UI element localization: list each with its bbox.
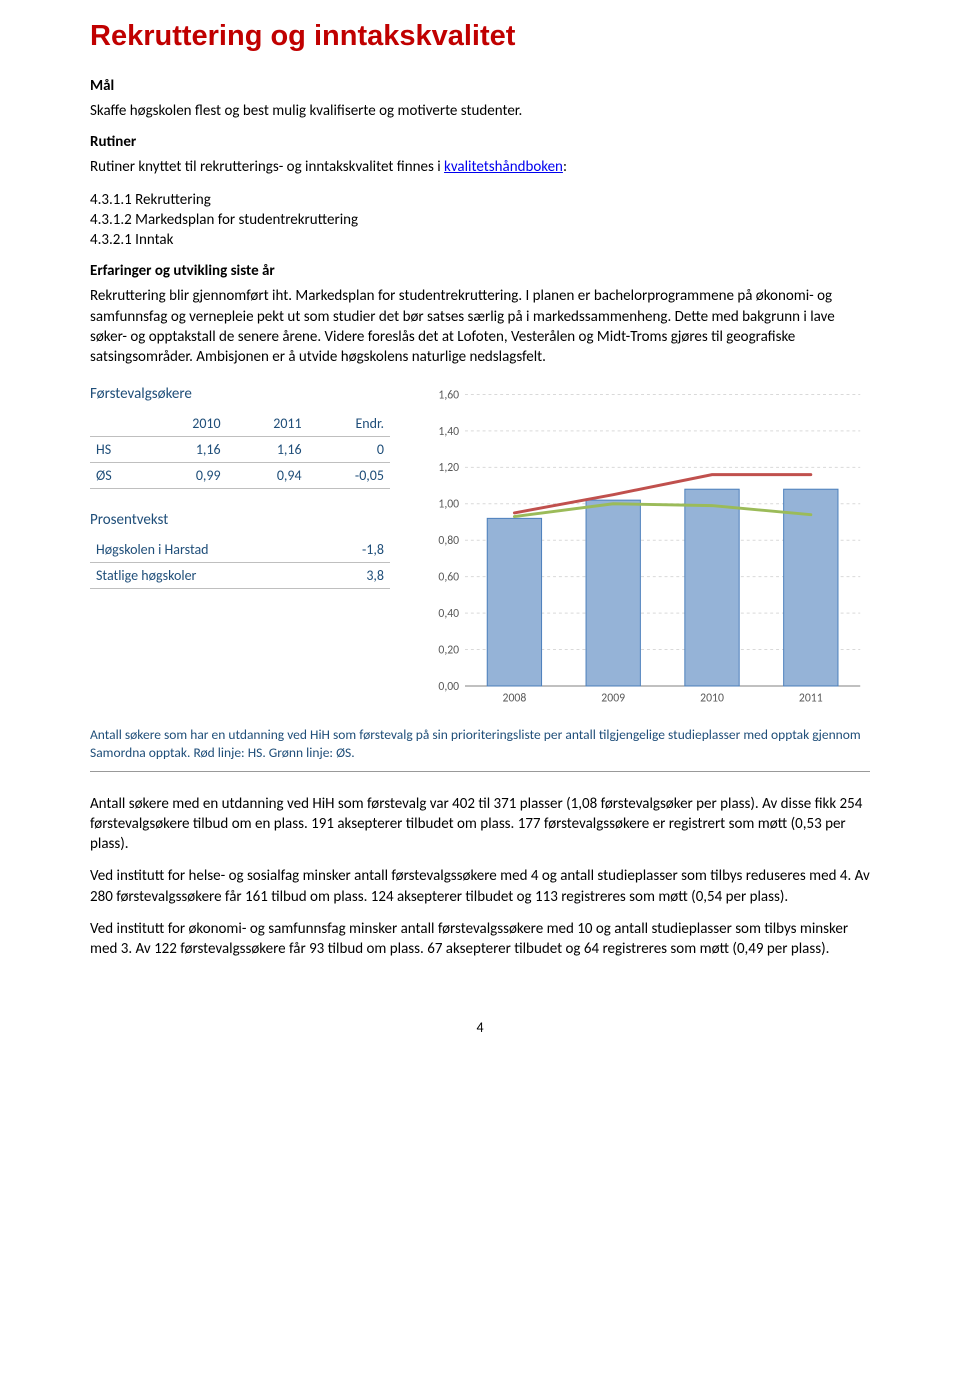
rutiner-prefix: Rutiner knyttet til rekrutterings- og in… [90,158,444,176]
svg-text:1,40: 1,40 [438,425,459,439]
table-header: 2011 [227,411,308,437]
heading-erfaringer: Erfaringer og utvikling siste år [90,262,870,280]
svg-text:2010: 2010 [700,692,724,706]
table-cell: 0,99 [146,463,227,489]
svg-text:2011: 2011 [799,692,823,706]
table-cell: 0,94 [227,463,308,489]
figure-caption: Antall søkere som har en utdanning ved H… [90,726,870,762]
ref-item: 4.3.1.2 Markedsplan for studentrekrutter… [90,210,870,230]
chart-column: 0,00 0,20 0,40 0,60 0,80 1,00 1,20 1,40 1,60 2008… [420,385,870,720]
figure-section: Førstevalgsøkere 2010 2011 Endr. HS 1,16… [90,385,870,771]
table-header: 2010 [146,411,227,437]
svg-text:1,60: 1,60 [438,389,459,403]
table-row: 2010 2011 Endr. [90,411,390,437]
heading-maal: Mål [90,77,870,95]
heading-rutiner: Rutiner [90,133,870,151]
page-title: Rekruttering og inntakskvalitet [90,20,870,53]
page-number: 4 [90,1019,870,1036]
table-row: ØS 0,99 0,94 -0,05 [90,463,390,489]
ref-item: 4.3.1.1 Rekruttering [90,190,870,210]
para-erfaringer: Rekruttering blir gjennomført iht. Marke… [90,286,870,367]
svg-text:1,00: 1,00 [438,498,459,512]
table-cell: 0 [308,437,390,463]
ref-item: 4.3.2.1 Inntak [90,230,870,250]
table-cell: -0,05 [308,463,390,489]
table-row: Høgskolen i Harstad -1,8 [90,537,390,563]
table-cell: Høgskolen i Harstad [90,537,326,563]
table-header [90,411,146,437]
svg-text:0,00: 0,00 [438,680,459,694]
table-prosentvekst: Høgskolen i Harstad -1,8 Statlige høgsko… [90,537,390,589]
svg-text:0,40: 0,40 [438,607,459,621]
svg-text:0,20: 0,20 [438,644,459,658]
table-header: Endr. [308,411,390,437]
bar-line-chart: 0,00 0,20 0,40 0,60 0,80 1,00 1,20 1,40 1,60 2008… [420,385,870,715]
table-cell: 1,16 [227,437,308,463]
tables-column: Førstevalgsøkere 2010 2011 Endr. HS 1,16… [90,385,390,720]
para-body: Ved institutt for helse- og sosialfag mi… [90,866,870,907]
para-rutiner-intro: Rutiner knyttet til rekrutterings- og in… [90,157,870,177]
table-cell: 1,16 [146,437,227,463]
table-cell: -1,8 [326,537,390,563]
svg-text:2009: 2009 [601,692,625,706]
table-cell: Statlige høgskoler [90,563,326,589]
table-cell: 3,8 [326,563,390,589]
para-body: Antall søkere med en utdanning ved HiH s… [90,794,870,855]
table-cell: ØS [90,463,146,489]
table2-title: Prosentvekst [90,511,390,529]
para-maal: Skaffe høgskolen flest og best mulig kva… [90,101,870,121]
svg-text:0,80: 0,80 [438,534,459,548]
table-cell: HS [90,437,146,463]
kvalitetshandboken-link[interactable]: kvalitetshåndboken [444,158,563,176]
svg-text:2008: 2008 [503,692,527,706]
rutiner-suffix: : [563,158,567,176]
svg-text:1,20: 1,20 [438,462,459,476]
table-row: HS 1,16 1,16 0 [90,437,390,463]
table1-title: Førstevalgsøkere [90,385,390,403]
svg-text:0,60: 0,60 [438,571,459,585]
table-forstevalg: 2010 2011 Endr. HS 1,16 1,16 0 ØS 0,99 0… [90,411,390,489]
para-body: Ved institutt for økonomi- og samfunnsfa… [90,919,870,960]
ref-list: 4.3.1.1 Rekruttering 4.3.1.2 Markedsplan… [90,190,870,251]
table-row: Statlige høgskoler 3,8 [90,563,390,589]
